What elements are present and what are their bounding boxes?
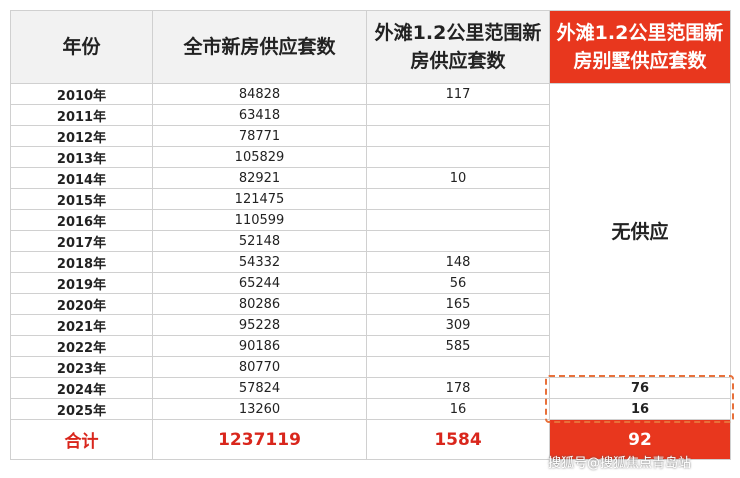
header-cell: 全市新房供应套数	[152, 10, 367, 84]
number-cell: 56	[366, 272, 550, 294]
table-row: 2010年 84828 117 无供应	[10, 83, 731, 378]
header-cell: 外滩1.2公里范围新房别墅供应套数	[549, 10, 731, 84]
total-cell: 合计	[10, 419, 153, 460]
number-cell: 178	[366, 377, 550, 399]
header-cell: 年份	[10, 10, 153, 84]
number-cell: 84828	[152, 83, 367, 105]
year-cell: 2012年	[10, 125, 153, 147]
table-row: 2018年 54332 148	[10, 251, 731, 273]
villa-cell: 16	[549, 398, 731, 420]
year-cell: 2013年	[10, 146, 153, 168]
table-row: 2017年 52148	[10, 230, 731, 252]
table-row: 2021年 95228 309	[10, 314, 731, 336]
number-cell: 309	[366, 314, 550, 336]
number-cell	[366, 356, 550, 378]
number-cell: 54332	[152, 251, 367, 273]
number-cell: 82921	[152, 167, 367, 189]
total-cell: 1237119	[152, 419, 367, 460]
number-cell: 585	[366, 335, 550, 357]
year-cell: 2011年	[10, 104, 153, 126]
number-cell	[366, 146, 550, 168]
year-cell: 2017年	[10, 230, 153, 252]
table-row: 2022年 90186 585	[10, 335, 731, 357]
number-cell: 52148	[152, 230, 367, 252]
year-cell: 2020年	[10, 293, 153, 315]
table-row: 2020年 80286 165	[10, 293, 731, 315]
number-cell: 80770	[152, 356, 367, 378]
total-row: 合计 1237119 1584 92	[10, 419, 731, 460]
data-table: 年份 全市新房供应套数 外滩1.2公里范围新房供应套数 外滩1.2公里范围新房别墅供应…	[10, 10, 731, 460]
number-cell: 95228	[152, 314, 367, 336]
number-cell	[366, 209, 550, 231]
number-cell: 90186	[152, 335, 367, 357]
number-cell	[366, 125, 550, 147]
number-cell: 78771	[152, 125, 367, 147]
table-row: 2024年 57824 178 76	[10, 377, 731, 399]
number-cell: 57824	[152, 377, 367, 399]
number-cell: 80286	[152, 293, 367, 315]
number-cell	[366, 230, 550, 252]
table-row: 2025年 13260 16 16	[10, 398, 731, 420]
year-cell: 2016年	[10, 209, 153, 231]
year-cell: 2019年	[10, 272, 153, 294]
year-cell: 2014年	[10, 167, 153, 189]
watermark: 搜狐号@搜狐焦点青岛站	[548, 456, 692, 471]
table-row: 2023年 80770	[10, 356, 731, 378]
number-cell: 65244	[152, 272, 367, 294]
year-cell: 2022年	[10, 335, 153, 357]
number-cell	[366, 188, 550, 210]
year-cell: 2024年	[10, 377, 153, 399]
year-cell: 2010年	[10, 83, 153, 105]
number-cell: 110599	[152, 209, 367, 231]
number-cell: 121475	[152, 188, 367, 210]
number-cell: 63418	[152, 104, 367, 126]
header-row: 年份 全市新房供应套数 外滩1.2公里范围新房供应套数 外滩1.2公里范围新房别墅供应…	[10, 10, 731, 84]
table-row: 2019年 65244 56	[10, 272, 731, 294]
year-cell: 2018年	[10, 251, 153, 273]
table-body: 2010年 84828 117 无供应 2011年 63418 2012年 78771 2013…	[10, 83, 731, 460]
number-cell	[366, 104, 550, 126]
total-cell: 92	[549, 419, 731, 460]
number-cell: 165	[366, 293, 550, 315]
number-cell: 105829	[152, 146, 367, 168]
number-cell: 117	[366, 83, 550, 105]
year-cell: 2023年	[10, 356, 153, 378]
number-cell: 13260	[152, 398, 367, 420]
year-cell: 2021年	[10, 314, 153, 336]
number-cell: 10	[366, 167, 550, 189]
no-supply-cell: 无供应	[549, 83, 731, 378]
number-cell: 16	[366, 398, 550, 420]
year-cell: 2015年	[10, 188, 153, 210]
table-row: 2012年 78771	[10, 125, 731, 147]
year-cell: 2025年	[10, 398, 153, 420]
header-cell: 外滩1.2公里范围新房供应套数	[366, 10, 550, 84]
villa-cell: 76	[549, 377, 731, 399]
total-cell: 1584	[366, 419, 550, 460]
number-cell: 148	[366, 251, 550, 273]
